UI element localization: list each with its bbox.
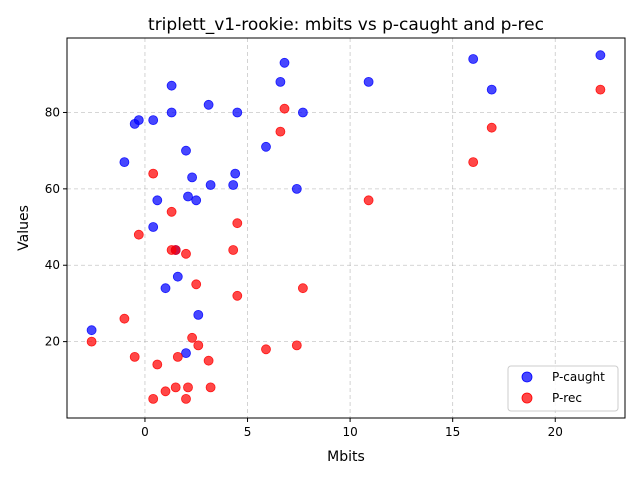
data-point: [172, 351, 183, 362]
data-point: [148, 393, 159, 404]
data-point: [119, 157, 130, 168]
data-point: [191, 279, 202, 290]
data-point: [181, 145, 191, 156]
data-point: [152, 195, 163, 206]
data-point: [232, 218, 243, 229]
x-tick-label: 20: [548, 425, 563, 439]
data-point: [172, 271, 183, 282]
data-point: [86, 336, 97, 347]
data-point: [261, 344, 271, 355]
data-point: [205, 382, 216, 393]
data-point: [297, 283, 308, 294]
data-point: [228, 245, 239, 255]
y-tick-label: 20: [45, 335, 60, 349]
y-axis-label: Values: [16, 205, 32, 251]
data-point: [486, 122, 497, 133]
x-axis-label: Mbits: [327, 449, 365, 465]
data-point: [232, 107, 243, 118]
data-point: [119, 313, 130, 324]
y-tick-label: 80: [45, 105, 60, 119]
data-point: [291, 340, 302, 351]
legend-marker-p-caught: [521, 371, 533, 383]
chart-title: triplett_v1-rookie: mbits vs p-caught an…: [148, 15, 544, 35]
x-tick-label: 5: [244, 425, 252, 439]
data-point: [230, 168, 241, 179]
data-point: [160, 386, 171, 397]
data-point: [170, 245, 181, 255]
data-point: [261, 141, 271, 152]
data-point: [468, 54, 479, 64]
data-point: [152, 359, 163, 370]
data-point: [203, 99, 214, 110]
data-point: [363, 77, 374, 87]
x-tick-label: 10: [342, 425, 357, 439]
data-point: [187, 332, 198, 343]
data-point: [166, 80, 177, 91]
data-point: [133, 229, 144, 240]
data-point: [228, 180, 239, 190]
axis-ticks: 0 5 10 15 20 20 40 60 80: [45, 105, 563, 439]
data-point: [187, 172, 198, 183]
data-point: [291, 183, 302, 194]
data-point: [160, 283, 171, 294]
data-point: [193, 340, 204, 351]
series-p-caught: [86, 50, 606, 359]
data-point: [166, 206, 177, 217]
data-point: [468, 157, 479, 168]
data-point: [595, 84, 606, 95]
data-point: [275, 77, 286, 87]
data-point: [170, 382, 181, 393]
data-point: [297, 107, 308, 118]
data-point: [129, 119, 140, 129]
data-point: [203, 355, 214, 366]
data-point: [232, 290, 243, 301]
data-point: [191, 195, 202, 206]
legend-marker-p-rec: [521, 392, 533, 404]
data-point: [205, 180, 216, 190]
series-p-rec: [86, 84, 606, 404]
y-tick-label: 40: [45, 258, 60, 272]
data-point: [363, 195, 374, 206]
data-point: [279, 57, 290, 68]
legend: P-caught P-rec: [507, 365, 619, 412]
legend-box: [507, 365, 619, 412]
data-point: [86, 325, 97, 336]
data-point: [193, 309, 204, 320]
data-point: [148, 222, 159, 232]
y-tick-label: 60: [45, 182, 60, 196]
x-tick-label: 0: [141, 425, 149, 439]
data-point: [181, 348, 191, 359]
data-point: [279, 103, 290, 114]
data-point: [183, 191, 193, 202]
data-point: [486, 84, 497, 95]
data-point: [129, 351, 140, 362]
data-point: [275, 126, 286, 137]
legend-label-p-rec: P-rec: [552, 391, 582, 405]
data-point: [183, 382, 193, 393]
data-point: [181, 393, 191, 404]
legend-label-p-caught: P-caught: [552, 370, 605, 384]
data-points: [86, 50, 606, 404]
data-point: [166, 107, 177, 118]
data-point: [148, 168, 159, 179]
data-point: [181, 248, 191, 259]
data-point: [148, 115, 159, 125]
x-tick-label: 15: [445, 425, 460, 439]
plot-area: [66, 37, 626, 419]
data-point: [595, 50, 606, 61]
grid: [67, 38, 625, 418]
